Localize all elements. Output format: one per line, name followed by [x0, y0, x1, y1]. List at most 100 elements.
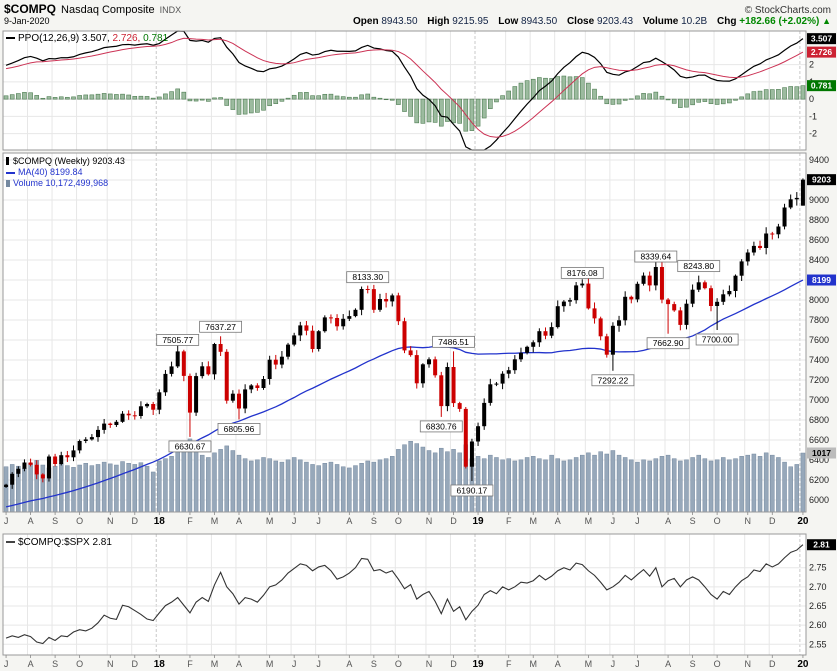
candle: [359, 289, 364, 310]
ratio-line: [5, 544, 804, 645]
candle: [488, 384, 493, 403]
candle: [230, 393, 235, 401]
month-label: S: [371, 659, 377, 669]
volume-bar: [616, 454, 622, 513]
histogram-bar: [506, 90, 512, 100]
histogram-bar: [451, 98, 456, 124]
candle: [175, 351, 180, 367]
histogram-bar: [420, 98, 426, 124]
volume-bar: [555, 458, 560, 513]
price-callout: [450, 484, 494, 497]
svg-text:6000: 6000: [809, 495, 829, 505]
volume-bar: [690, 457, 695, 513]
candle: [782, 207, 787, 227]
volume-bar: [353, 465, 358, 513]
symbol-name: Nasdaq Composite: [61, 4, 155, 16]
histogram-bar: [175, 88, 180, 100]
svg-text:6190.17: 6190.17: [457, 485, 488, 495]
volume-bar: [347, 467, 352, 513]
volume-bar: [218, 449, 223, 513]
histogram-bar: [426, 98, 432, 123]
volume-bar: [371, 461, 377, 513]
volume-bar: [58, 463, 64, 513]
candle: [347, 316, 352, 319]
candle: [335, 318, 340, 327]
svg-text:6400: 6400: [809, 455, 829, 465]
histogram-bar: [255, 98, 260, 113]
candle: [525, 346, 530, 353]
candle: [800, 179, 805, 206]
histogram-bar: [604, 98, 610, 105]
histogram-bar: [267, 98, 272, 107]
svg-text:8176.08: 8176.08: [567, 268, 598, 278]
volume-bar: [181, 443, 187, 513]
candle: [157, 392, 162, 410]
candle: [102, 423, 107, 430]
histogram-bar: [690, 98, 695, 106]
histogram-bar: [101, 93, 107, 100]
volume-bar: [788, 466, 793, 513]
svg-text:2.726: 2.726: [811, 47, 833, 57]
histogram-bar: [653, 91, 659, 100]
svg-text:8000: 8000: [809, 295, 829, 305]
histogram-bar: [794, 86, 800, 100]
month-label: S: [371, 516, 377, 526]
histogram-bar: [212, 97, 217, 100]
volume-bar: [316, 465, 321, 513]
candle: [457, 403, 462, 409]
volume-bar: [727, 459, 732, 513]
candle: [236, 393, 241, 409]
candle: [758, 245, 763, 248]
chg-label: Chg: [717, 16, 737, 27]
close-value: 9203.43: [596, 16, 634, 27]
svg-text:8199: 8199: [812, 275, 831, 285]
month-label: O: [714, 516, 721, 526]
axis-value-box: [807, 274, 836, 286]
volume-bar: [52, 465, 58, 513]
histogram-bar: [58, 96, 64, 100]
volume-bar: [22, 468, 27, 513]
candle: [163, 373, 168, 393]
volume-bar: [641, 459, 646, 513]
candle: [132, 415, 137, 417]
volume-bar: [598, 451, 603, 513]
candle: [555, 306, 560, 328]
volume-bar: [273, 460, 279, 513]
histogram-bar: [261, 98, 266, 111]
candle: [770, 233, 775, 235]
candle: [279, 356, 284, 365]
histogram-bar: [181, 91, 187, 100]
histogram-bar: [132, 96, 138, 100]
price-callout: [695, 333, 739, 346]
histogram-bar: [573, 76, 579, 100]
candle: [610, 325, 615, 355]
axis-value-box: [807, 33, 836, 45]
histogram-bar: [3, 95, 9, 100]
price-callout: [419, 420, 463, 433]
histogram-bar: [414, 98, 420, 124]
volume-bar: [573, 457, 579, 513]
histogram-bar: [432, 98, 438, 123]
svg-text:8339.64: 8339.64: [640, 252, 671, 262]
volume-bar: [635, 461, 640, 513]
volume-bar: [518, 459, 524, 513]
month-label: S: [52, 659, 58, 669]
volume-bar: [163, 458, 168, 513]
histogram-bar: [720, 98, 726, 105]
candle: [494, 383, 499, 385]
month-label: A: [236, 516, 242, 526]
histogram-bar: [40, 97, 46, 100]
volume-bar: [242, 458, 248, 513]
volume-bar: [65, 465, 70, 513]
volume-label: Volume: [642, 16, 679, 27]
volume-bar: [89, 465, 95, 513]
price-callout: [591, 374, 635, 387]
histogram-bar: [647, 93, 652, 100]
histogram-bar: [248, 98, 254, 114]
histogram-bar: [598, 95, 603, 100]
candle: [739, 261, 744, 276]
volume-bar: [377, 459, 383, 513]
candle: [34, 464, 39, 475]
volume-bar: [580, 454, 585, 513]
candle: [40, 474, 45, 479]
